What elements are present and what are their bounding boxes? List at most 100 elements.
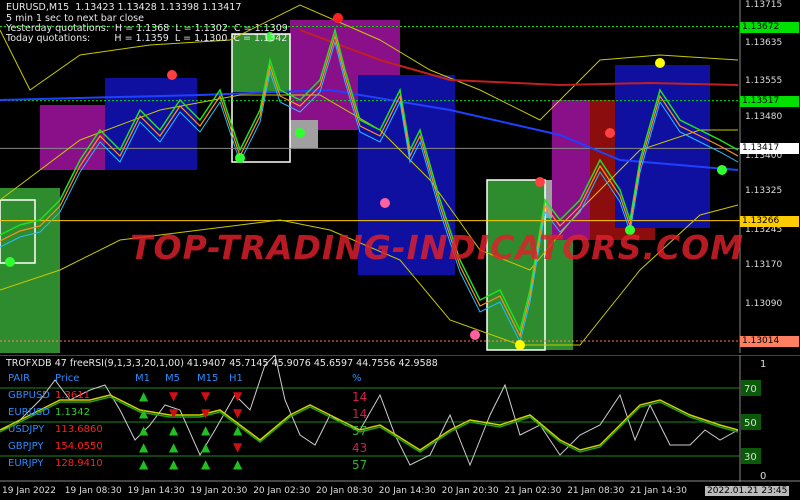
- pair-percent: 43: [352, 441, 368, 455]
- price-level-label: 1.13417: [740, 143, 799, 155]
- price-level-label: 1.13517: [740, 95, 799, 107]
- arrow-up-icon: ▲: [139, 440, 149, 454]
- y-tick-label: 1.13480: [745, 112, 783, 123]
- y-tick-label: 1.13090: [745, 298, 783, 309]
- scale-max: 1: [760, 359, 766, 370]
- signal-dot: [717, 165, 727, 175]
- pair-price: 154.0550: [55, 441, 103, 452]
- pair-percent: 57: [352, 458, 368, 472]
- signal-dot: [5, 257, 15, 267]
- arrow-down-icon: ▼: [233, 389, 243, 403]
- x-tick-label: 19 Jan 08:30: [64, 486, 122, 496]
- pair-name: GBPUSD: [8, 390, 51, 401]
- price-level-label: 1.13672: [740, 21, 799, 33]
- signal-dot: [235, 153, 245, 163]
- signal-line-yellow: [0, 394, 739, 451]
- arrow-down-icon: ▼: [201, 389, 211, 403]
- pair-price: 1.3611: [55, 390, 90, 401]
- signal-dot: [535, 177, 545, 187]
- signal-dot: [605, 128, 615, 138]
- signal-dot: [470, 330, 480, 340]
- y-tick-label: 1.13400: [745, 150, 783, 161]
- arrow-down-icon: ▼: [233, 440, 243, 454]
- signal-zone: [0, 188, 60, 353]
- pair-name: USDJPY: [8, 424, 45, 435]
- pair-name: EURJPY: [8, 458, 44, 469]
- arrow-down-icon: ▼: [233, 406, 243, 420]
- pair-percent: 14: [352, 407, 368, 421]
- y-tick-label: 1.13555: [745, 76, 783, 87]
- arrow-up-icon: ▲: [201, 440, 211, 454]
- trend-ma: [0, 88, 739, 171]
- rsi-line: [0, 355, 739, 467]
- pair-price: 113.6860: [55, 424, 103, 435]
- pair-price: 128.9410: [55, 458, 103, 469]
- table-header: M15: [197, 373, 219, 384]
- signal-dot: [295, 128, 305, 138]
- arrow-up-icon: ▲: [139, 406, 149, 420]
- signal-dot: [333, 13, 343, 23]
- arrow-up-icon: ▲: [201, 457, 211, 471]
- signal-line-green: [0, 396, 739, 453]
- x-tick-label: 20 Jan 02:30: [253, 486, 311, 496]
- slow-ma: [299, 29, 739, 87]
- pair-percent: 57: [352, 424, 368, 438]
- arrow-down-icon: ▼: [169, 389, 179, 403]
- signal-box: [486, 179, 546, 351]
- x-tick-label: 19 Jan 14:30: [127, 486, 185, 496]
- arrow-up-icon: ▲: [169, 457, 179, 471]
- signal-zone: [232, 34, 290, 92]
- cursor-time-label: 2022.01.21 23:45: [705, 486, 790, 496]
- signal-ma: [0, 40, 739, 344]
- arrow-up-icon: ▲: [169, 423, 179, 437]
- x-tick-label: 20 Jan 20:30: [441, 486, 499, 496]
- x-tick-label: 20 Jan 08:30: [316, 486, 373, 496]
- bar-timer: 5 min 1 sec to next bar close: [6, 13, 144, 24]
- arrow-up-icon: ▲: [139, 389, 149, 403]
- arrow-up-icon: ▲: [233, 423, 243, 437]
- arrow-down-icon: ▼: [201, 406, 211, 420]
- level-tag: 70: [744, 384, 757, 395]
- price-line: [0, 27, 739, 333]
- signal-dot: [167, 70, 177, 80]
- level-tag: 30: [744, 452, 757, 463]
- x-tick-label: 21 Jan 08:30: [567, 486, 625, 496]
- yesterday-quotations: Yesterday quotations: H = 1.1368 L = 1.1…: [6, 23, 288, 34]
- middle-band: [0, 94, 738, 271]
- arrow-down-icon: ▼: [169, 406, 179, 420]
- x-tick-label: 20 Jan 14:30: [378, 486, 436, 496]
- lower-band: [0, 204, 739, 346]
- price-chart[interactable]: [0, 0, 800, 353]
- table-header: %: [352, 373, 362, 384]
- level-tag: 50: [744, 418, 757, 429]
- symbol-info: EURUSD,M15 1.13423 1.13428 1.13398 1.134…: [6, 2, 242, 13]
- y-tick-label: 1.13715: [745, 0, 783, 10]
- y-tick-label: 1.13170: [745, 260, 783, 271]
- arrow-up-icon: ▲: [139, 423, 149, 437]
- arrow-up-icon: ▲: [233, 457, 243, 471]
- arrow-up-icon: ▲: [201, 423, 211, 437]
- signal-dot: [265, 32, 275, 42]
- arrow-up-icon: ▲: [139, 457, 149, 471]
- y-tick-label: 1.13635: [745, 38, 783, 49]
- price-level-label: 1.13266: [740, 215, 799, 227]
- y-tick-label: 1.13325: [745, 186, 783, 197]
- pair-percent: 14: [352, 390, 368, 404]
- signal-box: [231, 33, 291, 163]
- today-quotations: Today quotations: H = 1.1359 L = 1.1300 …: [6, 33, 288, 44]
- upper-band: [0, 4, 739, 121]
- table-header: Price: [55, 373, 80, 384]
- table-header: PAIR: [8, 373, 31, 384]
- signal-box: [0, 199, 36, 264]
- scale-min: 0: [760, 471, 766, 482]
- x-tick-label: 21 Jan 14:30: [630, 486, 687, 496]
- signal-zone: [615, 65, 710, 228]
- level-tag-bg: [741, 414, 761, 430]
- signal-dot: [380, 198, 390, 208]
- pair-name: EURUSD: [8, 407, 50, 418]
- signal-dot: [515, 340, 525, 350]
- x-tick-label: 19 Jan 2022: [2, 486, 56, 496]
- level-tag-bg: [741, 380, 761, 396]
- watermark: TOP-TRADING-INDICATORS.COM: [130, 228, 745, 267]
